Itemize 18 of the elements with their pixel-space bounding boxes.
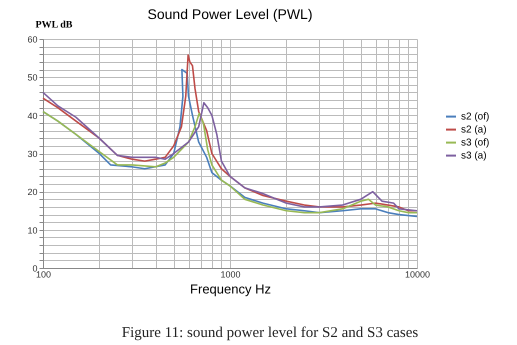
legend-label: s3 (a) bbox=[461, 150, 487, 162]
y-axis-title: PWL dB bbox=[36, 20, 73, 30]
chart-title: Sound Power Level (PWL) bbox=[148, 6, 312, 22]
legend-label: s2 (a) bbox=[461, 124, 487, 136]
caption: Figure 11: sound power level for S2 and S3 cases bbox=[122, 325, 418, 341]
y-tick-label: 20 bbox=[27, 187, 38, 198]
y-tick-label: 30 bbox=[27, 149, 38, 159]
x-tick-label: 100 bbox=[36, 270, 52, 280]
x-axis-title: Frequency Hz bbox=[190, 282, 271, 296]
y-tick-label: 40 bbox=[27, 110, 38, 121]
x-tick-label: 1000 bbox=[220, 270, 241, 280]
legend-label: s2 (of) bbox=[461, 112, 490, 123]
x-tick-label: 10000 bbox=[404, 270, 430, 280]
y-tick-label: 60 bbox=[27, 34, 38, 44]
legend-label: s3 (of) bbox=[461, 138, 490, 149]
y-tick-label: 50 bbox=[27, 72, 38, 83]
y-tick-label: 10 bbox=[27, 225, 38, 236]
y-tick-label: 0 bbox=[32, 264, 38, 274]
